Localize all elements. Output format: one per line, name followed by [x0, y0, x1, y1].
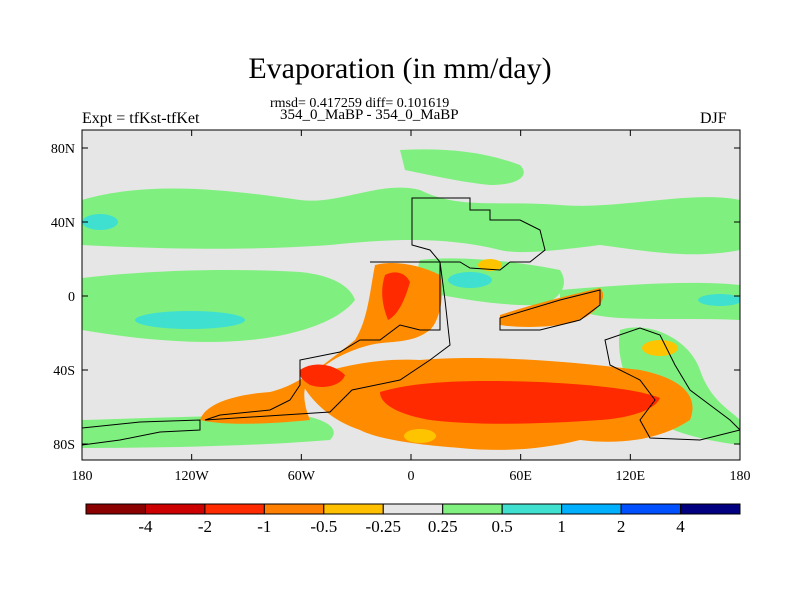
- season-label: DJF: [700, 110, 727, 127]
- colorbar-label: -0.25: [366, 517, 401, 536]
- colorbar-segment: [680, 503, 741, 515]
- colorbar-label: -1: [257, 517, 271, 536]
- lon-tick-label: 120W: [175, 469, 210, 484]
- colorbar-segment: [263, 503, 325, 515]
- colorbar-label: 0.25: [428, 517, 458, 536]
- colorbar-label: 0.5: [492, 517, 513, 536]
- coastline-southeast-landmass: [604, 327, 740, 441]
- subtitle: 354_0_MaBP - 354_0_MaBP: [280, 107, 459, 123]
- coastline-north-landmass: [411, 197, 546, 271]
- latitude-axis: 80N 40N 0 40S 80S: [51, 142, 740, 453]
- evaporation-field: [82, 149, 740, 450]
- yellow-region: [642, 340, 678, 356]
- colorbar-label: -4: [138, 517, 153, 536]
- coastline-southwest-landmass: [82, 419, 201, 446]
- colorbar-label: -2: [198, 517, 212, 536]
- green-region: [560, 282, 740, 320]
- colorbar-label: 4: [676, 517, 685, 536]
- green-region: [82, 415, 334, 448]
- green-region: [400, 149, 524, 185]
- cyan-region: [135, 311, 245, 329]
- red-region: [299, 364, 345, 387]
- yellow-region: [404, 429, 436, 443]
- colorbar-segment: [501, 503, 563, 515]
- orange-region: [200, 263, 442, 424]
- yellow-region: [478, 259, 502, 271]
- longitude-axis: 180 120W 60W 0 60E 120E 180: [72, 130, 751, 484]
- lon-tick-label: 120E: [616, 469, 646, 484]
- lat-tick-label: 40S: [53, 364, 75, 379]
- coastline-central-landmass: [204, 261, 451, 421]
- colorbar-label: -0.5: [310, 517, 337, 536]
- colorbar-label: 1: [557, 517, 566, 536]
- colorbar-segment: [382, 503, 444, 515]
- chart-title: Evaporation (in mm/day): [248, 52, 552, 85]
- colorbar-label: 2: [617, 517, 626, 536]
- red-region: [382, 272, 410, 320]
- red-region: [380, 381, 660, 424]
- colorbar-segment: [144, 503, 206, 515]
- cyan-region: [82, 214, 118, 230]
- colorbar-segment: [85, 503, 146, 515]
- coastline-east-landmass: [499, 289, 601, 331]
- lon-tick-label: 0: [408, 469, 415, 484]
- stats-label: rmsd= 0.417259 diff= 0.101619: [270, 96, 450, 111]
- lon-tick-label: 180: [730, 469, 751, 484]
- coastlines: [82, 197, 740, 446]
- lon-tick-label: 60E: [509, 469, 532, 484]
- lon-tick-label: 60W: [288, 469, 316, 484]
- lat-tick-label: 40N: [51, 216, 75, 231]
- colorbar-segment: [204, 503, 265, 515]
- experiment-label: Expt = tfKst-tfKet: [82, 110, 200, 127]
- green-region: [82, 187, 740, 255]
- colorbar-segment: [620, 503, 682, 515]
- orange-region: [500, 288, 604, 327]
- colorbar-segment: [323, 503, 384, 515]
- cyan-region: [698, 294, 740, 306]
- lon-tick-label: 180: [72, 469, 93, 484]
- cyan-region: [448, 272, 492, 288]
- lat-tick-label: 0: [68, 290, 75, 305]
- lat-tick-label: 80N: [51, 142, 75, 157]
- colorbar: -4 -2 -1 -0.5 -0.25 0.25 0.5 1 2 4: [85, 503, 741, 536]
- colorbar-segment: [442, 503, 503, 515]
- lat-tick-label: 80S: [53, 438, 75, 453]
- colorbar-segment: [561, 503, 622, 515]
